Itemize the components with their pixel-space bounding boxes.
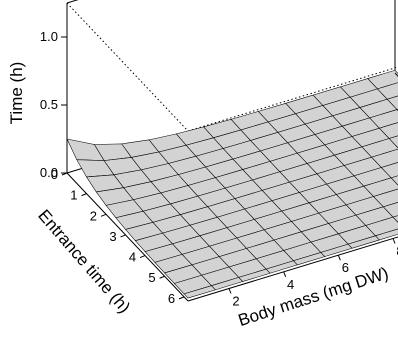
y-tick: [81, 193, 87, 197]
y-tick-label: 0: [51, 167, 58, 182]
x-tick: [337, 254, 341, 261]
y-tick-label: 2: [90, 208, 97, 223]
box-edge-dotted: [66, 2, 189, 132]
x-tick: [392, 238, 396, 244]
x-tick-label: 6: [342, 260, 349, 275]
y-axis-title: Entrance time (h): [34, 206, 134, 317]
x-tick: [283, 271, 287, 278]
surface-mesh: [66, 69, 398, 299]
box-edge-dotted: [187, 66, 398, 132]
z-tick-label: 0.0: [40, 165, 58, 180]
box-edge: [66, 0, 79, 4]
z-axis-title: Time (h): [7, 62, 26, 125]
x-tick-label: 4: [287, 277, 294, 292]
y-tick: [159, 275, 165, 279]
y-tick: [139, 255, 146, 259]
y-tick-label: 4: [129, 250, 136, 265]
x-axis: 24681012: [228, 238, 398, 309]
x-tick: [228, 288, 232, 294]
y-tick: [61, 172, 68, 176]
box-edge: [66, 172, 189, 302]
y-tick-label: 3: [109, 229, 116, 244]
y-tick: [120, 234, 126, 238]
y-tick: [178, 296, 185, 300]
z-axis: 0.0 0.5 1.0: [40, 29, 67, 180]
box-edge: [187, 236, 398, 302]
x-tick-label: 8: [396, 244, 398, 259]
plot-box-front: [66, 72, 398, 302]
z-tick-label: 1.0: [40, 29, 58, 44]
z-tick-label: 0.5: [40, 97, 58, 112]
surface-cell: [183, 285, 216, 299]
y-tick: [100, 213, 107, 217]
x-tick-label: 2: [232, 294, 239, 309]
y-tick-label: 6: [168, 291, 175, 306]
y-tick-label: 5: [148, 270, 155, 285]
y-tick-label: 1: [70, 188, 77, 203]
